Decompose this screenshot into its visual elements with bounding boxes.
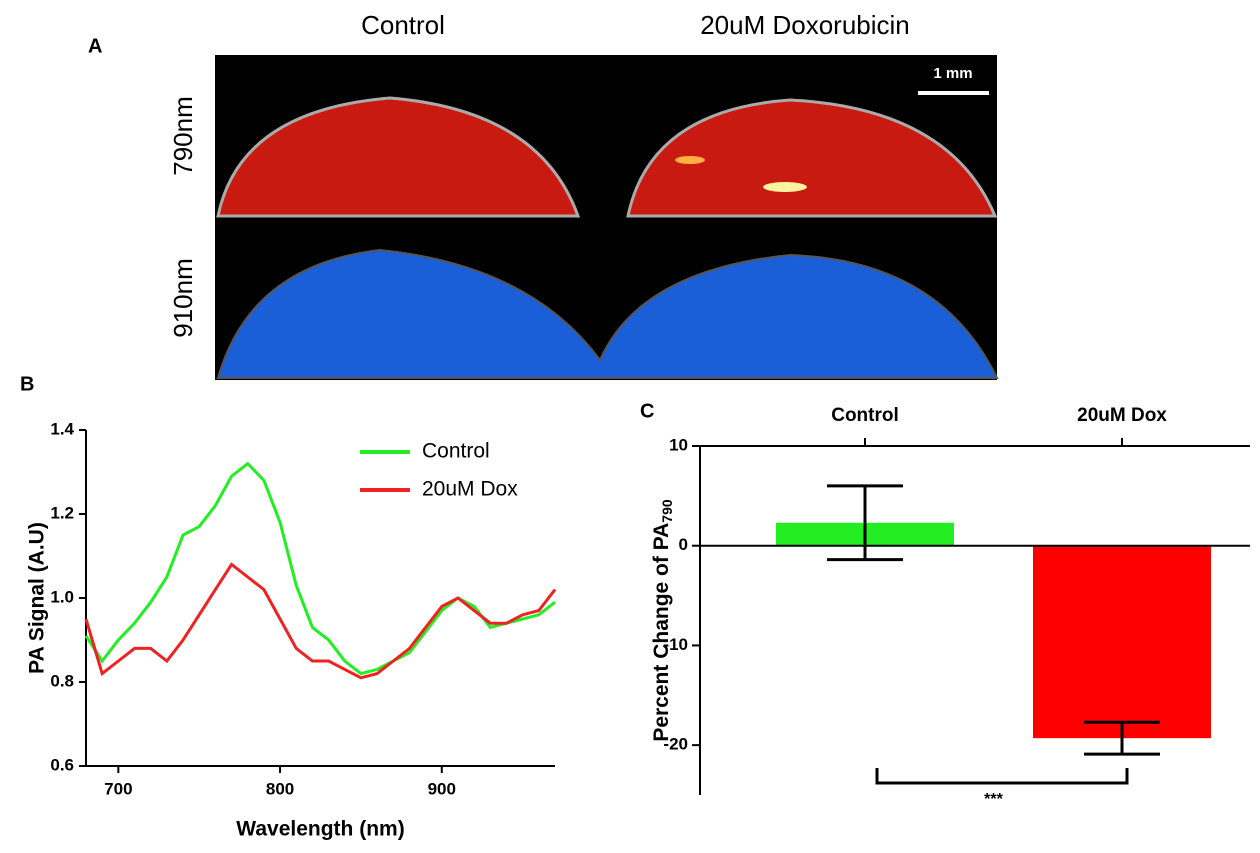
x-axis-label: Wavelength (nm) [236, 818, 404, 841]
scale-bar-label: 1 mm [933, 65, 972, 82]
y-tick-label: 10 [669, 435, 688, 454]
image-panel [215, 55, 999, 380]
y-axis-label: PA Signal (A.U) [26, 522, 49, 674]
legend-label: 20uM Dox [422, 478, 518, 501]
column-label: Control [361, 10, 445, 40]
x-tick-label: Control [831, 405, 899, 426]
x-tick-label: 900 [428, 779, 456, 798]
row-label: 790nm [168, 96, 198, 176]
panel-label: B [20, 373, 34, 395]
tissue-red [216, 96, 581, 218]
y-tick-label: 0.8 [50, 671, 74, 690]
data-line [84, 461, 556, 676]
hotspot [763, 182, 807, 192]
tissue-red [626, 98, 998, 218]
significance-bracket [875, 768, 1129, 785]
y-axis-label-subscript: 790 [659, 499, 675, 523]
legend-label: Control [422, 440, 490, 463]
y-tick-label: 1.0 [50, 587, 74, 606]
panel-label: C [640, 400, 654, 422]
y-tick-label: -10 [663, 635, 688, 654]
x-tick-label: 20uM Dox [1077, 405, 1167, 426]
y-tick-label: 1.2 [50, 503, 74, 522]
y-tick-label: 1.4 [50, 419, 74, 438]
error-bar [827, 484, 903, 562]
y-axis-label-main: Percent Change of PA [650, 523, 673, 742]
y-tick-label: 0 [679, 535, 688, 554]
column-label: 20uM Doxorubicin [700, 10, 910, 40]
bar [1033, 545, 1211, 739]
y-axis-label: Percent Change of PA790 [650, 499, 675, 742]
x-tick-label: 800 [266, 779, 294, 798]
y-tick-label: -20 [663, 735, 688, 754]
hotspot [675, 156, 705, 164]
tissue-blue [216, 248, 999, 379]
panel-label: A [88, 35, 102, 57]
error-bar [1084, 720, 1160, 756]
y-tick-label: 0.6 [50, 755, 74, 774]
data-line [84, 562, 557, 680]
significance-label: *** [984, 791, 1003, 808]
x-tick-label: 700 [104, 779, 132, 798]
row-label: 910nm [168, 258, 198, 338]
